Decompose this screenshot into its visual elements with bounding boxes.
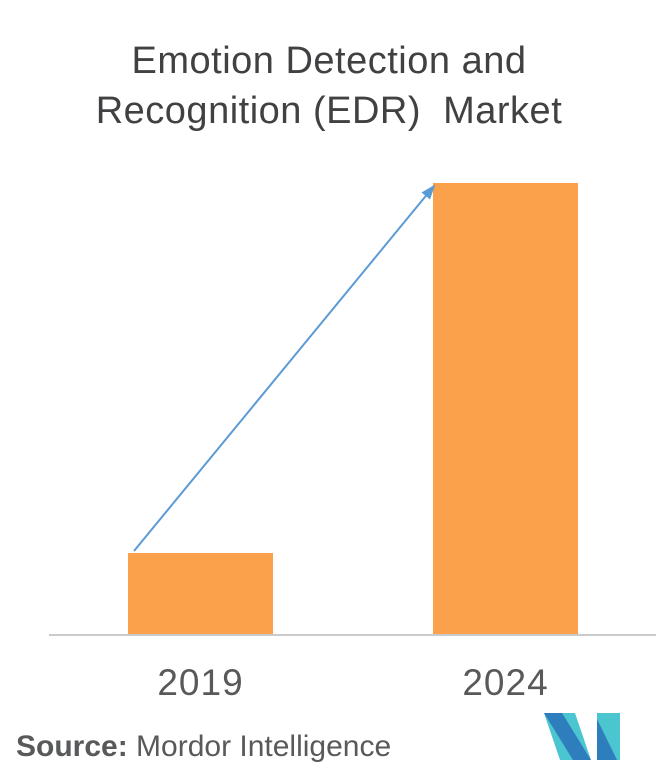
- chart-title-line-1: Emotion Detection and: [131, 40, 527, 82]
- x-tick-label-2019: 2019: [157, 662, 244, 703]
- mordor-intelligence-logo: [544, 713, 620, 760]
- bar-2019: [128, 553, 273, 635]
- chart-title: Emotion Detection and Recognition (EDR) …: [0, 36, 658, 136]
- bar-2024: [433, 183, 578, 635]
- x-axis-line: [49, 634, 656, 636]
- x-tick-label-2024: 2024: [462, 662, 549, 703]
- source-label: Source:: [16, 730, 128, 763]
- source-value: Mordor Intelligence: [127, 730, 392, 763]
- chart-title-line-2: Recognition (EDR) Market: [95, 90, 563, 132]
- source-attribution: Source: Mordor Intelligence: [16, 730, 391, 764]
